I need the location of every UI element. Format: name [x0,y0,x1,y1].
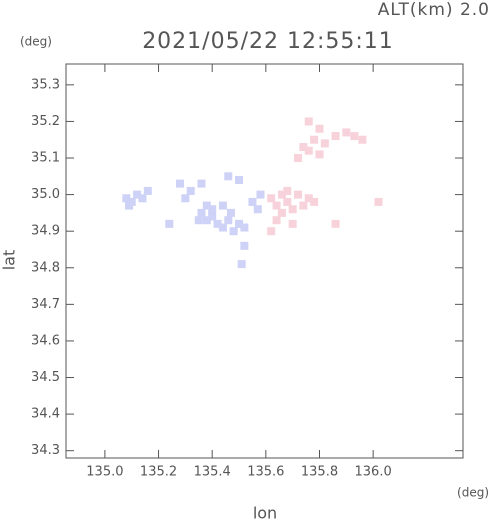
x-tick-label: 135.6 [247,465,284,480]
point [288,205,297,214]
point [267,194,276,203]
point [138,194,147,203]
point [122,194,131,203]
chart-title: 2021/05/22 12:55:11 [142,29,394,54]
point [176,179,185,188]
point [229,227,238,236]
y-tick-label: 34.6 [31,333,60,348]
point [133,190,142,199]
point [267,227,276,236]
point [256,190,265,199]
point [181,194,190,203]
point [240,241,249,250]
y-tick-label: 35.1 [31,151,60,166]
point [208,212,217,221]
y-tick-label: 35.2 [31,114,60,129]
y-tick-label: 35.0 [31,187,60,202]
point [272,201,281,210]
point [304,146,313,155]
point [240,223,249,232]
point [208,205,217,214]
point [299,201,308,210]
plot-frame [65,63,464,459]
x-unit: (deg) [457,486,489,500]
y-tick-label: 34.7 [31,297,60,312]
point [224,216,233,225]
point [358,135,367,144]
x-tick-label: 136.0 [355,465,392,480]
point [350,132,359,141]
point [374,197,383,206]
point [143,186,152,195]
y-tick-label: 35.3 [31,77,60,92]
point [320,139,329,148]
point [197,208,206,217]
point [288,219,297,228]
point [125,201,134,210]
point [310,135,319,144]
point [331,219,340,228]
y-axis-label: lat [0,250,19,271]
point [202,216,211,225]
point [342,128,351,137]
point [165,219,174,228]
point [294,190,303,199]
x-tick-label: 135.0 [86,465,123,480]
point [202,201,211,210]
y-tick-label: 34.3 [31,443,60,458]
x-tick-label: 135.2 [140,465,177,480]
point [277,208,286,217]
point [253,205,262,214]
point [272,216,281,225]
point [237,260,246,269]
y-tick-label: 34.4 [31,407,60,422]
point [186,186,195,195]
point [277,190,286,199]
point [304,194,313,203]
point [224,172,233,181]
point [310,197,319,206]
x-axis-label: lon [253,504,277,521]
point [194,216,203,225]
point [299,143,308,152]
point [331,132,340,141]
x-tick-label: 135.8 [301,465,338,480]
point [283,197,292,206]
altitude-label: ALT(km) 2.0 [378,0,490,20]
point [213,219,222,228]
point [248,197,257,206]
point [235,175,244,184]
point [294,154,303,163]
y-tick-label: 34.8 [31,260,60,275]
point [218,223,227,232]
x-tick-label: 135.4 [194,465,231,480]
y-tick-label: 34.5 [31,370,60,385]
point [315,124,324,133]
point [235,219,244,228]
point [226,208,235,217]
y-unit: (deg) [20,35,52,49]
point [304,117,313,126]
point [218,201,227,210]
point [315,150,324,159]
point [197,179,206,188]
y-tick-label: 34.9 [31,224,60,239]
point [283,186,292,195]
